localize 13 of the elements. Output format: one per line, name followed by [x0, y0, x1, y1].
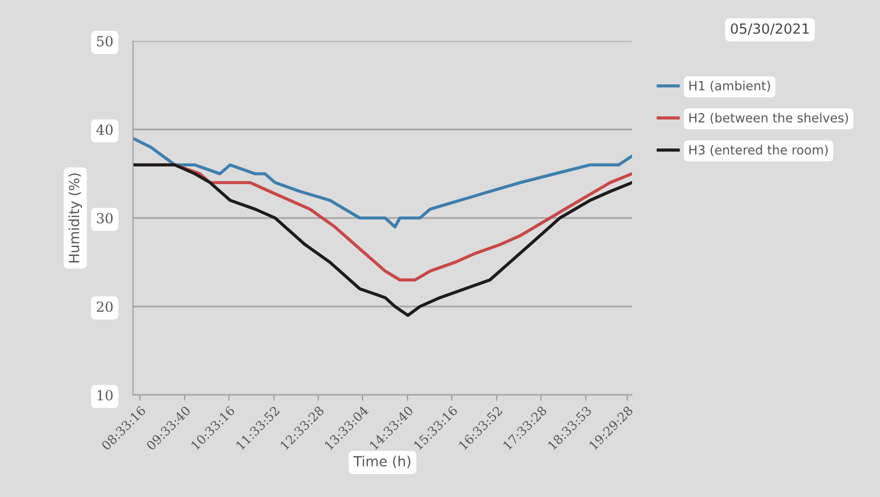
y-tick-label: 10	[98, 390, 113, 400]
legend-label: H2 (between the shelves)	[689, 112, 848, 124]
legend-label: H1 (ambient)	[689, 80, 770, 92]
y-tick-label: 40	[96, 124, 113, 135]
legend-label: H3 (entered the room)	[689, 144, 828, 156]
y-tick-label: 30	[96, 212, 113, 224]
text: 05/30/2021	[730, 23, 809, 35]
y-tick-label: 20	[96, 301, 113, 312]
y-tick-label: 50	[97, 36, 113, 46]
line-series	[133, 136, 632, 228]
x-axis-title: Time (h)	[353, 456, 410, 468]
line-series	[133, 163, 632, 317]
y-axis-title: Humidity (%)	[68, 173, 82, 262]
